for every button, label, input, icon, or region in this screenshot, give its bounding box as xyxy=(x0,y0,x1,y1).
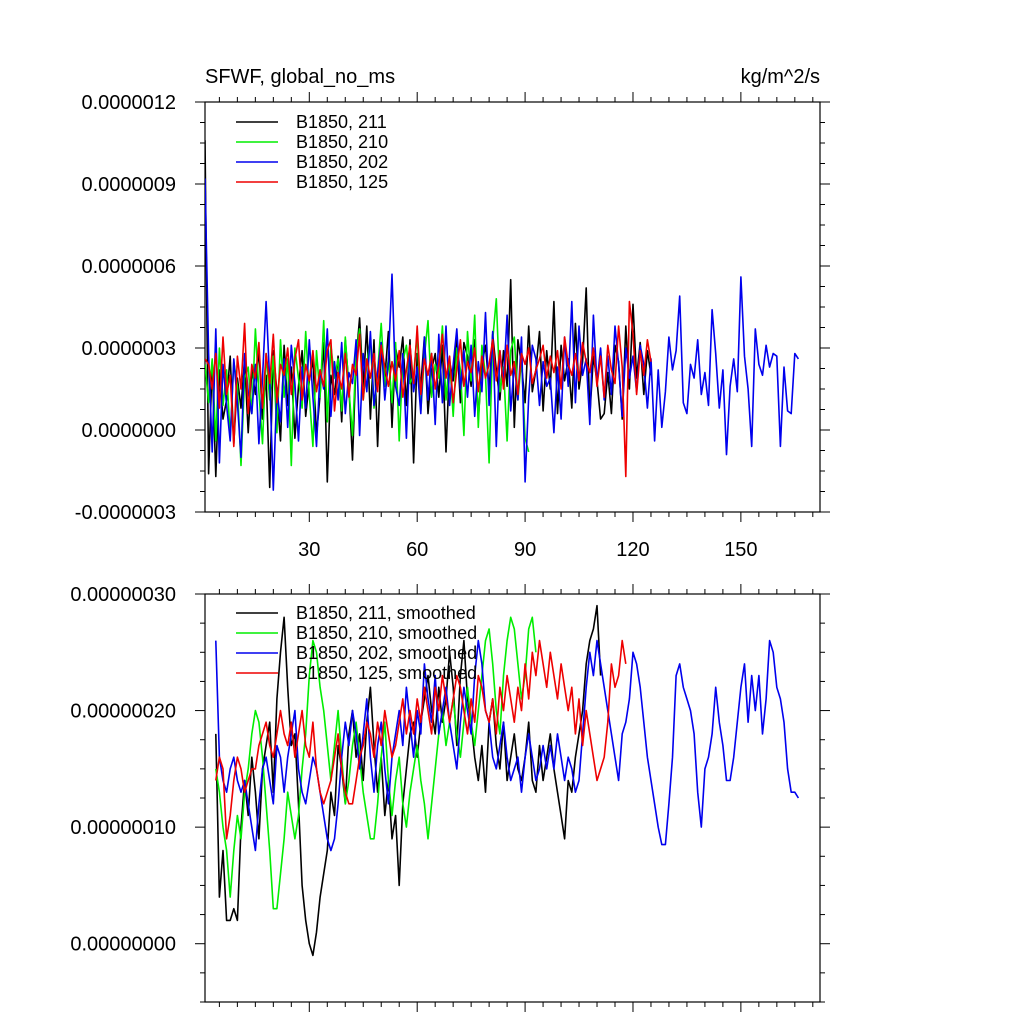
series-line-3 xyxy=(205,178,800,491)
x-tick-label: 90 xyxy=(514,539,536,561)
legend-label: B1850, 202, smoothed xyxy=(296,643,477,663)
y-tick-label: 0.00000000 xyxy=(70,934,176,956)
legend-label: B1850, 125, smoothed xyxy=(296,663,477,683)
y-tick-label: 0.00000010 xyxy=(70,817,176,839)
legend-label: B1850, 202 xyxy=(296,152,388,172)
y-tick-label: -0.0000003 xyxy=(75,502,176,524)
series-line-1 xyxy=(205,140,652,489)
y-tick-label: 0.0000000 xyxy=(81,420,176,442)
legend-label: B1850, 210, smoothed xyxy=(296,623,477,643)
y-tick-label: 0.0000009 xyxy=(81,174,176,196)
x-tick-label: 60 xyxy=(406,539,428,561)
x-tick-label: 150 xyxy=(724,539,757,561)
y-tick-label: 0.0000006 xyxy=(81,256,176,278)
x-tick-label: 30 xyxy=(298,539,320,561)
series-group xyxy=(215,604,800,957)
series-group xyxy=(205,140,800,491)
series-line-4 xyxy=(215,639,627,840)
legend-label: B1850, 211, smoothed xyxy=(296,603,476,623)
chart-title: SFWF, global_no_ms xyxy=(205,66,395,88)
legend-label: B1850, 211 xyxy=(296,112,387,132)
panel-top: 30 60 90 120 150 -0.0000003 0.0000000 0.0000003… xyxy=(75,92,830,561)
y-tick-label: 0.00000030 xyxy=(70,584,176,606)
series-line-3 xyxy=(215,639,800,852)
chart-units: kg/m^2/s xyxy=(741,66,820,88)
series-line-4 xyxy=(205,300,652,478)
y-tick-label: 0.00000020 xyxy=(70,701,176,723)
y-tick-label: 0.0000003 xyxy=(81,338,176,360)
series-line-1 xyxy=(215,604,602,957)
y-tick-label: 0.0000012 xyxy=(81,92,176,114)
legend-label: B1850, 125 xyxy=(296,172,388,192)
legend-label: B1850, 210 xyxy=(296,132,388,152)
x-tick-label: 120 xyxy=(616,539,649,561)
panel-bottom: 0.00000000 0.00000010 0.00000020 0.00000030… xyxy=(70,584,830,1012)
